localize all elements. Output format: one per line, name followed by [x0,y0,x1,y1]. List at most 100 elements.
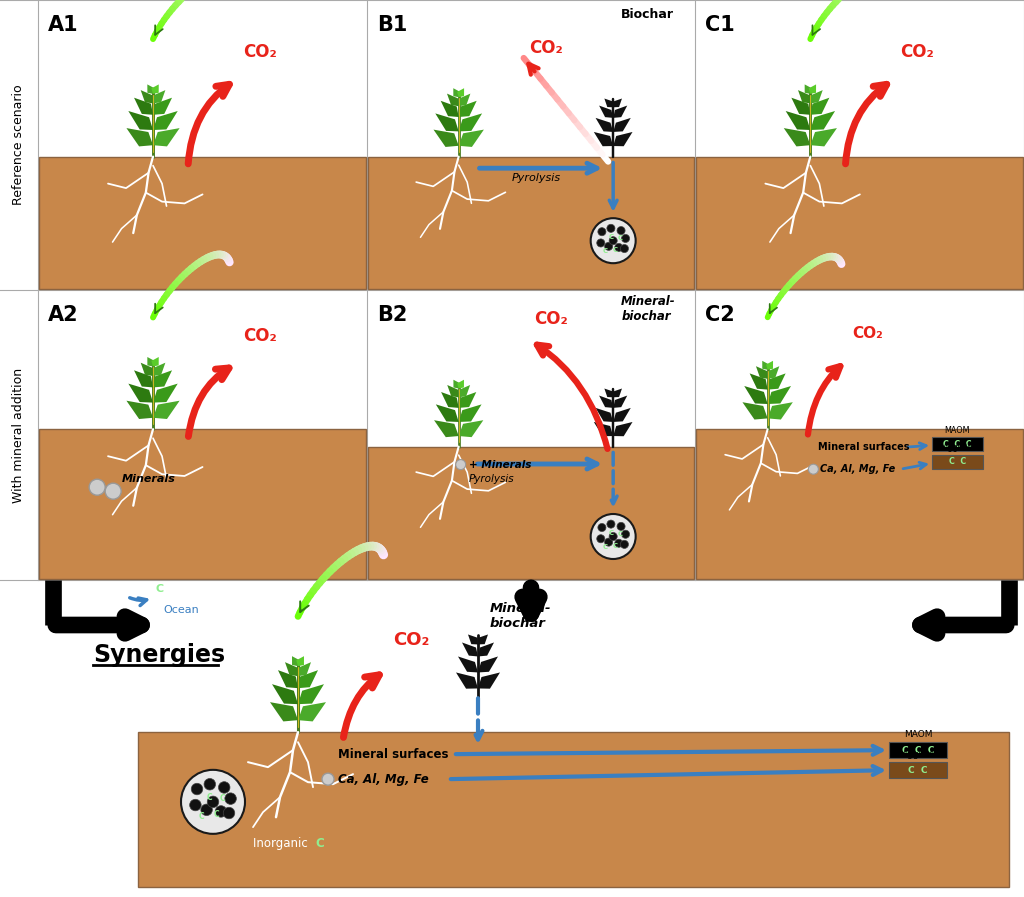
Text: CO₂: CO₂ [900,43,934,61]
Bar [39,429,366,579]
Polygon shape [768,366,779,379]
Bar [39,157,366,289]
Polygon shape [594,132,613,146]
Circle shape [617,522,625,530]
Polygon shape [599,106,613,118]
Polygon shape [792,98,810,115]
Circle shape [597,239,605,247]
Bar [889,762,947,779]
Bar [889,742,947,758]
Polygon shape [478,673,500,689]
Polygon shape [134,98,153,115]
Polygon shape [742,402,768,420]
Polygon shape [768,402,793,420]
Text: Mineral surfaces: Mineral surfaces [338,748,449,761]
Circle shape [189,799,201,811]
Polygon shape [785,111,810,130]
Text: C: C [603,544,608,550]
Polygon shape [766,361,773,370]
Polygon shape [128,384,153,403]
Text: Ca, Al, Mg, Fe: Ca, Al, Mg, Fe [820,465,896,475]
Polygon shape [433,129,459,147]
Polygon shape [298,702,326,721]
Polygon shape [292,657,300,666]
Polygon shape [140,362,153,376]
Text: C: C [213,810,219,819]
Polygon shape [278,670,298,688]
Circle shape [322,773,334,785]
Text: B2: B2 [377,305,408,325]
Polygon shape [604,388,613,397]
Text: C: C [612,543,617,548]
Polygon shape [153,362,166,376]
Bar [932,455,983,469]
Text: MAOM: MAOM [945,425,971,434]
Circle shape [207,796,219,807]
Polygon shape [768,386,792,404]
Polygon shape [153,401,179,419]
Polygon shape [454,88,460,97]
Polygon shape [456,673,478,689]
Polygon shape [152,357,159,367]
Circle shape [808,465,818,475]
Text: Inorganic: Inorganic [253,837,311,850]
Text: CO₂: CO₂ [528,39,562,57]
Polygon shape [152,84,159,94]
Polygon shape [447,385,459,397]
Text: AggOM: AggOM [943,443,972,452]
Circle shape [598,524,606,532]
Circle shape [89,479,105,495]
Circle shape [604,538,612,546]
Text: CO₂: CO₂ [393,631,429,649]
Polygon shape [613,132,633,146]
Circle shape [204,779,216,790]
Text: Biochar: Biochar [622,8,674,21]
Circle shape [598,228,606,236]
Text: C: C [603,248,608,254]
Polygon shape [613,422,633,436]
Polygon shape [459,420,483,437]
Polygon shape [596,408,613,422]
Polygon shape [459,93,470,106]
Circle shape [597,535,605,543]
Polygon shape [134,370,153,388]
Text: CO₂: CO₂ [243,43,276,61]
Polygon shape [810,111,835,130]
Text: AggOM: AggOM [902,750,934,759]
Polygon shape [459,385,470,397]
Text: C: C [207,793,213,802]
Circle shape [622,234,630,242]
Bar [368,447,694,579]
Polygon shape [435,113,459,131]
Polygon shape [783,128,810,146]
Text: Minerals: Minerals [122,475,176,484]
Text: C  C: C C [908,766,928,775]
Circle shape [621,540,629,548]
Text: C: C [608,530,613,536]
Polygon shape [810,90,822,103]
Polygon shape [762,361,769,370]
Circle shape [591,514,636,559]
Polygon shape [810,128,837,146]
Polygon shape [810,98,829,115]
Circle shape [621,245,629,253]
Bar [696,157,1023,289]
Text: C1: C1 [706,15,735,35]
Polygon shape [447,93,459,106]
Polygon shape [613,408,631,422]
Polygon shape [272,684,298,704]
Polygon shape [153,384,178,403]
Text: C: C [156,584,163,594]
Polygon shape [613,396,628,408]
Polygon shape [153,98,172,115]
Circle shape [225,793,237,805]
Polygon shape [126,401,153,419]
Text: With mineral addition: With mineral addition [12,368,26,502]
Text: A1: A1 [48,15,79,35]
Text: Mineral surfaces: Mineral surfaces [818,442,910,452]
Polygon shape [153,128,179,146]
Polygon shape [462,642,478,657]
Text: Ocean: Ocean [163,605,199,615]
Text: Mineral-
biochar: Mineral- biochar [490,602,552,631]
Circle shape [609,533,617,541]
